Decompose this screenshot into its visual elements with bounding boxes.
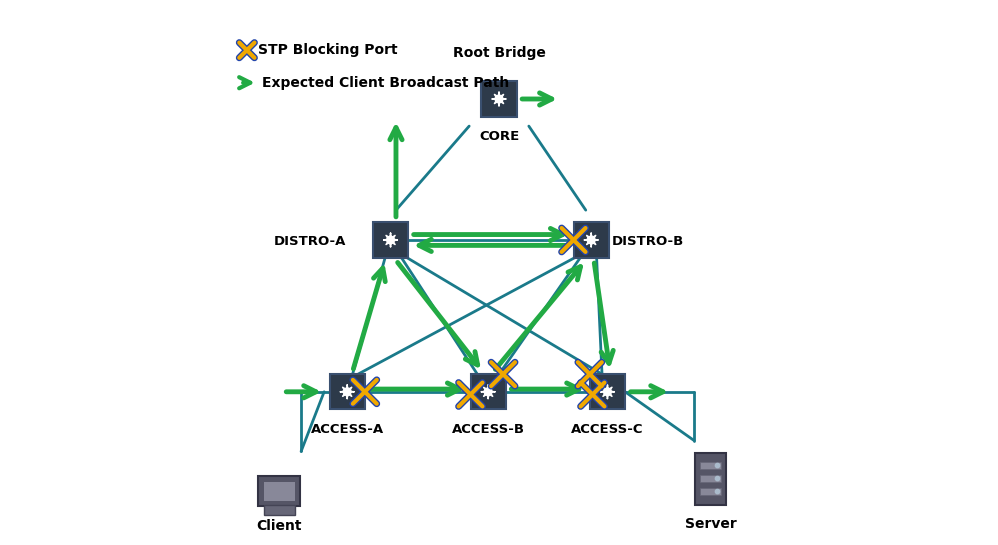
FancyBboxPatch shape: [481, 81, 517, 117]
Text: ACCESS-A: ACCESS-A: [310, 423, 384, 436]
Text: DISTRO-B: DISTRO-B: [612, 234, 684, 247]
Text: Server: Server: [685, 517, 737, 530]
Text: STP Blocking Port: STP Blocking Port: [257, 43, 397, 57]
Circle shape: [343, 388, 350, 395]
FancyBboxPatch shape: [470, 374, 506, 409]
FancyBboxPatch shape: [263, 482, 295, 501]
Circle shape: [485, 388, 492, 395]
FancyBboxPatch shape: [373, 222, 408, 258]
Text: ACCESS-B: ACCESS-B: [452, 423, 525, 436]
Text: Root Bridge: Root Bridge: [452, 46, 546, 60]
Circle shape: [716, 489, 720, 494]
Text: Client: Client: [256, 519, 302, 533]
Circle shape: [588, 237, 595, 244]
FancyBboxPatch shape: [590, 374, 625, 409]
FancyBboxPatch shape: [263, 505, 295, 515]
Circle shape: [716, 463, 720, 468]
Text: DISTRO-A: DISTRO-A: [273, 234, 346, 247]
Circle shape: [495, 95, 503, 102]
Text: ACCESS-C: ACCESS-C: [571, 423, 644, 436]
FancyBboxPatch shape: [701, 475, 721, 482]
Circle shape: [604, 388, 611, 395]
Text: CORE: CORE: [479, 130, 519, 143]
FancyBboxPatch shape: [696, 452, 726, 505]
FancyBboxPatch shape: [329, 374, 365, 409]
FancyBboxPatch shape: [701, 488, 721, 495]
Circle shape: [387, 237, 394, 244]
Circle shape: [716, 476, 720, 481]
FancyBboxPatch shape: [258, 476, 300, 506]
FancyBboxPatch shape: [701, 462, 721, 469]
FancyBboxPatch shape: [574, 222, 609, 258]
Text: Expected Client Broadcast Path: Expected Client Broadcast Path: [261, 76, 509, 90]
